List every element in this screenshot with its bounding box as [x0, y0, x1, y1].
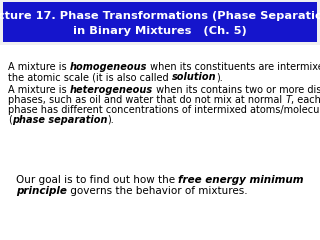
- Text: when its contains two or more distinct: when its contains two or more distinct: [153, 85, 320, 95]
- Text: heterogeneous: heterogeneous: [70, 85, 153, 95]
- Text: phase separation: phase separation: [12, 115, 108, 125]
- Text: free energy minimum: free energy minimum: [178, 175, 304, 185]
- Text: ).: ).: [216, 72, 223, 82]
- Text: phases, such as oil and water that do not mix at normal: phases, such as oil and water that do no…: [8, 95, 285, 105]
- Text: principle: principle: [16, 186, 67, 196]
- Text: ).: ).: [108, 115, 114, 125]
- Text: governs the behavior of mixtures.: governs the behavior of mixtures.: [67, 186, 247, 196]
- Text: A mixture is: A mixture is: [8, 85, 70, 95]
- Text: (: (: [8, 115, 12, 125]
- Text: Our goal is to find out how the: Our goal is to find out how the: [16, 175, 178, 185]
- Bar: [0, 45, 320, 240]
- Text: homogeneous: homogeneous: [70, 62, 147, 72]
- Text: phase has different concentrations of intermixed atoms/molecules: phase has different concentrations of in…: [8, 105, 320, 115]
- Text: A mixture is: A mixture is: [8, 62, 70, 72]
- Text: solution: solution: [172, 72, 216, 82]
- Text: , each: , each: [291, 95, 320, 105]
- Text: the atomic scale (it is also called: the atomic scale (it is also called: [8, 72, 172, 82]
- Text: when its constituents are intermixed on: when its constituents are intermixed on: [147, 62, 320, 72]
- Text: T: T: [285, 95, 291, 105]
- Text: in Binary Mixtures   (Ch. 5): in Binary Mixtures (Ch. 5): [73, 26, 247, 36]
- Text: Lecture 17. Phase Transformations (Phase Separation): Lecture 17. Phase Transformations (Phase…: [0, 11, 320, 21]
- Bar: [3, 2, 317, 42]
